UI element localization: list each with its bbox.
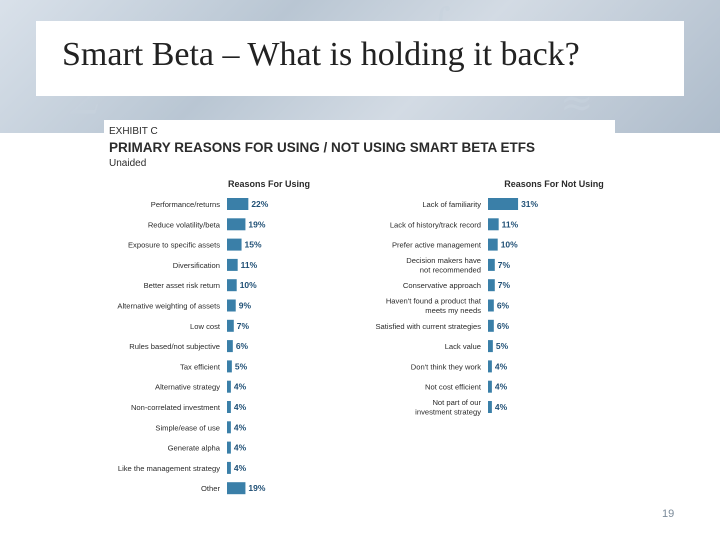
slide-title: Smart Beta – What is holding it back? [62, 36, 580, 73]
bar [227, 401, 231, 413]
category-label: Exposure to specific assets [128, 241, 220, 250]
value-label: 31% [521, 199, 538, 209]
bar [488, 319, 494, 332]
category-label: Non-correlated investment [131, 403, 221, 412]
value-label: 10% [501, 240, 518, 250]
category-label: Generate alpha [168, 444, 221, 453]
value-label: 22% [251, 199, 268, 209]
category-label: Haven't found a product that meets my nee… [386, 297, 482, 316]
category-label: Alternative strategy [155, 383, 220, 392]
category-label: Lack value [445, 342, 481, 351]
category-label-line: Haven't found a product that [386, 297, 482, 306]
value-label: 5% [496, 341, 509, 351]
panel-header: Reasons For Using [228, 179, 310, 189]
bar [227, 299, 236, 312]
reasons-for-not-using-panel: Reasons For Not Using Lack of familiarity… [375, 179, 603, 417]
bar [227, 218, 246, 231]
category-label: Lack of history/track record [390, 220, 481, 229]
bar [488, 360, 492, 373]
value-label: 11% [502, 219, 519, 229]
chart-heading: PRIMARY REASONS FOR USING / NOT USING SM… [109, 140, 535, 155]
bar [488, 258, 495, 271]
value-label: 19% [248, 219, 265, 229]
reasons-for-using-panel: Reasons For Using Performance/returns 22% R… [117, 179, 310, 495]
value-label: 4% [234, 463, 247, 473]
category-label: Tax efficient [180, 362, 221, 371]
value-label: 10% [240, 280, 257, 290]
bar [227, 198, 249, 210]
category-label: Conservative approach [403, 281, 481, 290]
bar [227, 340, 233, 353]
category-label: Like the management strategy [118, 464, 220, 473]
category-label: Not part of our investment strategy [415, 398, 481, 417]
category-label-line: investment strategy [415, 408, 481, 417]
category-label: Diversification [173, 261, 220, 270]
category-label: Alternative weighting of assets [117, 302, 220, 311]
bar [488, 238, 498, 251]
value-label: 4% [495, 361, 508, 371]
category-label: Low cost [190, 322, 221, 331]
category-label: Performance/returns [151, 200, 220, 209]
bar [227, 360, 232, 373]
bar [227, 319, 234, 332]
category-label-line: Decision makers have [406, 256, 481, 265]
bar [227, 441, 231, 454]
bar [227, 421, 231, 434]
value-label: 19% [248, 483, 265, 493]
chart-panel: EXHIBIT C PRIMARY REASONS FOR USING / NO… [104, 120, 615, 495]
category-label: Reduce volatility/beta [148, 220, 221, 229]
value-label: 4% [234, 382, 247, 392]
category-label-line: Not part of our [432, 398, 481, 407]
value-label: 7% [498, 280, 511, 290]
category-label: Not cost efficient [425, 383, 482, 392]
category-label-line: not recommended [420, 265, 481, 274]
category-label: Better asset risk return [144, 281, 220, 290]
value-label: 7% [237, 321, 250, 331]
value-label: 9% [239, 301, 252, 311]
bar [227, 238, 242, 251]
bar [227, 461, 231, 474]
bar [227, 482, 246, 495]
category-label: Decision makers have not recommended [406, 256, 481, 275]
category-label: Don't think they work [411, 362, 481, 371]
panel-header: Reasons For Not Using [504, 179, 604, 189]
value-label: 7% [498, 260, 511, 270]
bar [488, 401, 492, 413]
value-label: 11% [241, 260, 258, 270]
category-label: Other [201, 484, 220, 493]
bar [488, 299, 494, 312]
bar-chart: EXHIBIT C PRIMARY REASONS FOR USING / NO… [109, 126, 604, 495]
value-label: 6% [497, 301, 510, 311]
title-box [36, 21, 684, 96]
bar [227, 380, 231, 393]
category-label: Simple/ease of use [155, 423, 220, 432]
bar [488, 279, 495, 292]
page-number: 19 [662, 508, 675, 520]
category-label: Satisfied with current strategies [375, 322, 481, 331]
value-label: 15% [245, 240, 262, 250]
value-label: 4% [234, 402, 247, 412]
bar [488, 198, 519, 210]
bar [488, 340, 493, 353]
category-label-line: meets my needs [425, 306, 481, 315]
category-label: Rules based/not subjective [129, 342, 220, 351]
value-label: 4% [495, 402, 508, 412]
category-label: Prefer active management [392, 241, 482, 250]
bar [488, 380, 492, 393]
bar [227, 258, 238, 271]
value-label: 6% [236, 341, 249, 351]
value-label: 6% [497, 321, 510, 331]
value-label: 4% [234, 443, 247, 453]
exhibit-label: EXHIBIT C [109, 126, 158, 137]
category-label: Lack of familiarity [422, 200, 481, 209]
chart-subtitle: Unaided [109, 158, 146, 169]
value-label: 4% [234, 422, 247, 432]
value-label: 5% [235, 361, 248, 371]
bar [488, 218, 499, 231]
value-label: 4% [495, 382, 508, 392]
bar [227, 279, 237, 292]
